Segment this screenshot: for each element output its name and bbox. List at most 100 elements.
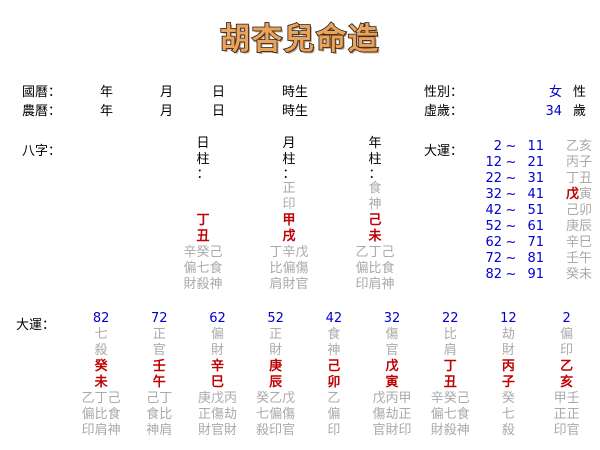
luck-column-hidden-god-top: 偏七食	[430, 407, 470, 422]
luck-range-start: 72	[485, 251, 502, 266]
pillar-day-hidden-god-top: 偏七食	[183, 261, 223, 276]
luck-range-end: 31	[527, 171, 544, 186]
luck-table-column[interactable]: 2 偏印乙亥甲壬 正正 印官	[538, 311, 596, 439]
luck-column-ten-god-top: 正	[152, 327, 166, 342]
luck-column-hidden-god-top: 偏	[327, 407, 341, 422]
luck-column-hidden-god-bottom: 財殺神	[430, 423, 470, 438]
luck-column-ten-god-top: 正	[269, 327, 283, 342]
range-separator: ~	[505, 219, 517, 234]
age-unit: 歲	[572, 104, 586, 119]
range-separator: ~	[505, 187, 517, 202]
luck-stem: 庚	[565, 219, 579, 234]
pillar-month: 月柱 ： 正 印 甲 戌 丁辛戊 比偏傷 肩財官	[246, 136, 332, 293]
luck-column-age: 32	[383, 311, 401, 326]
luck-range-end: 41	[527, 187, 544, 202]
luck-column-hidden-stems: 癸乙戊	[256, 391, 296, 406]
luck-column-branch: 子	[501, 375, 515, 390]
luck-cycle-list-row[interactable]: 82 ~91 癸未	[476, 267, 592, 283]
luck-column-hidden-god-top: 偏比食	[81, 407, 121, 422]
luck-stem: 戊	[565, 187, 579, 202]
luck-column-hidden-god-bottom: 印	[327, 423, 341, 438]
luck-column-hidden-stems: 乙丁己	[81, 391, 121, 406]
luck-ganzhi: 癸未	[544, 267, 592, 283]
pillar-name-char: 日	[196, 136, 210, 151]
pillar-month-ten-god-top: 正	[282, 181, 296, 196]
luck-range-end: 81	[527, 251, 544, 266]
solar-day-field[interactable]: 日	[212, 85, 226, 100]
luck-column-hidden-stems: 癸	[501, 391, 515, 406]
luck-cycle-list-row[interactable]: 22 ~31 丁丑	[476, 171, 592, 187]
luck-column-age: 22	[441, 311, 459, 326]
luck-branch: 卯	[578, 203, 592, 218]
luck-table-column[interactable]: 22 比肩丁丑辛癸己 偏七食 財殺神	[421, 311, 479, 439]
luck-column-hidden-god-bottom: 殺	[501, 423, 515, 438]
luck-range-start: 12	[485, 155, 502, 170]
luck-column-hidden-stems: 戊丙甲	[372, 391, 412, 406]
luck-column-stem: 丁	[443, 359, 457, 374]
pillar-year-ten-god-bottom: 神	[368, 197, 382, 212]
luck-column-branch: 亥	[560, 375, 574, 390]
solar-month-field[interactable]: 月	[160, 85, 174, 100]
luck-table-column[interactable]: 12 劫財丙子癸七殺	[479, 311, 537, 439]
luck-range-start: 62	[485, 235, 502, 250]
luck-column-branch: 巳	[210, 375, 224, 390]
luck-table-column[interactable]: 72 正官壬午己丁 食比 神肩	[130, 311, 188, 439]
luck-table-column[interactable]: 32 傷官戊寅戊丙甲 傷劫正 官財印	[363, 311, 421, 439]
luck-cycle-list-row[interactable]: 2 ~11 乙亥	[476, 139, 592, 155]
pillar-year-stem: 己	[368, 213, 382, 228]
luck-range-start: 52	[485, 219, 502, 234]
luck-branch: 子	[578, 155, 592, 170]
lunar-date-row: 農曆： 年 月 日 時生	[22, 102, 342, 121]
luck-cycle-list-row[interactable]: 12 ~21 丙子	[476, 155, 592, 171]
solar-year-field[interactable]: 年	[100, 85, 114, 100]
luck-cycle-list-row[interactable]: 32 ~41 戊寅	[476, 187, 592, 203]
pillar-month-name-char1: 月柱	[246, 136, 332, 168]
luck-branch: 未	[578, 267, 592, 282]
luck-column-ten-god-top: 七	[94, 327, 108, 342]
solar-hour-field[interactable]: 時生	[282, 85, 309, 100]
luck-stem: 乙	[565, 139, 579, 154]
luck-range-end: 21	[527, 155, 544, 170]
luck-column-hidden-god-top: 七	[501, 407, 515, 422]
pillar-day-branch: 丑	[196, 229, 210, 244]
luck-table-column[interactable]: 42 食神己卯乙偏印	[305, 311, 363, 439]
luck-stem: 壬	[565, 251, 579, 266]
luck-stem: 癸	[565, 267, 579, 282]
luck-column-hidden-god-bottom: 神肩	[146, 423, 173, 438]
luck-ganzhi: 庚辰	[544, 219, 592, 235]
pillar-day-name-char1: 日柱	[160, 136, 246, 168]
lunar-hour-field[interactable]: 時生	[282, 104, 309, 119]
luck-branch: 亥	[578, 139, 592, 154]
age-row: 虛歲： 34 歲	[424, 102, 586, 121]
lunar-month-field[interactable]: 月	[160, 104, 174, 119]
lunar-year-field[interactable]: 年	[100, 104, 114, 119]
luck-table-column[interactable]: 52 正財庚辰癸乙戊 七偏傷 殺印官	[247, 311, 305, 439]
pillar-month-branch: 戌	[282, 229, 296, 244]
range-separator: ~	[505, 155, 517, 170]
pillar-year-branch: 未	[368, 229, 382, 244]
luck-stem: 丙	[565, 155, 579, 170]
luck-column-hidden-god-bottom: 官財印	[372, 423, 412, 438]
luck-range-end: 91	[527, 267, 544, 282]
page-title-container: 胡杏兒命造	[0, 14, 600, 58]
luck-cycle-list-row[interactable]: 52 ~61 庚辰	[476, 219, 592, 235]
luck-column-ten-god-bottom: 官	[385, 343, 399, 358]
range-separator: ~	[505, 171, 517, 186]
pillar-month-ten-god-bottom: 印	[282, 197, 296, 212]
luck-column-ten-god-top: 食	[327, 327, 341, 342]
age-value: 34	[545, 104, 562, 119]
luck-cycle-list-row[interactable]: 62 ~71 辛巳	[476, 235, 592, 251]
lunar-day-field[interactable]: 日	[212, 104, 226, 119]
luck-column-hidden-god-top: 食比	[146, 407, 173, 422]
pillar-year-hidden-god-bottom: 印肩神	[355, 277, 395, 292]
solar-date-label: 國曆：	[22, 85, 62, 100]
luck-column-hidden-stems: 己丁	[146, 391, 173, 406]
luck-table-column[interactable]: 82 七殺癸未乙丁己 偏比食 印肩神	[72, 311, 130, 439]
pillar-year: 年柱 ： 食 神 己 未 乙丁己 偏比食 印肩神	[332, 136, 418, 293]
luck-table-column[interactable]: 62 偏財辛巳庚戊丙 正傷劫 財官財	[188, 311, 246, 439]
luck-column-ten-god-bottom: 殺	[94, 343, 108, 358]
luck-column-hidden-stems: 辛癸己	[430, 391, 470, 406]
luck-cycle-list-row[interactable]: 42 ~51 己卯	[476, 203, 592, 219]
luck-cycle-list-row[interactable]: 72 ~81 壬午	[476, 251, 592, 267]
luck-column-ten-god-top: 偏	[210, 327, 224, 342]
